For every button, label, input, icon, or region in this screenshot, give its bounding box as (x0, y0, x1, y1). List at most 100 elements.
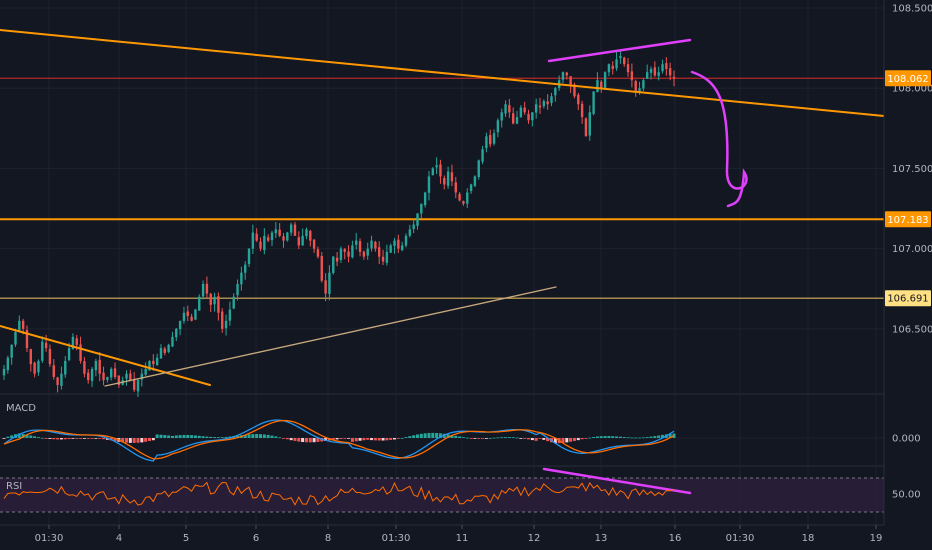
macd-histogram-bar (102, 438, 106, 440)
candle-body (573, 84, 576, 97)
candle-body (198, 296, 201, 311)
candle-body (477, 160, 480, 177)
candles (2, 50, 676, 397)
macd-histogram-bar (515, 437, 519, 439)
time-axis[interactable]: 01:30 4 5 6 8 01:30 11 12 13 16 01:30 18 19 (35, 525, 883, 544)
macd-histogram-bar (33, 436, 37, 438)
candle-body (90, 368, 94, 381)
macd-histogram-bar (523, 438, 527, 439)
candle-body (569, 76, 572, 86)
macd-histogram-bar (113, 438, 117, 442)
macd-histogram-bar (197, 435, 201, 438)
candle-body (515, 117, 519, 124)
macd-histogram-bar (438, 433, 442, 438)
macd-histogram-bar (59, 438, 63, 440)
candle-body (408, 229, 412, 236)
candle-body (182, 312, 186, 321)
ascending-trendline (104, 286, 557, 387)
macd-histogram-bar (216, 437, 220, 438)
macd-histogram-bar (446, 434, 450, 438)
candle-body (492, 133, 496, 144)
candle-body (64, 360, 67, 375)
macd-histogram-bar (511, 437, 515, 439)
candle-body (255, 233, 258, 241)
candle-body (21, 320, 25, 329)
candle-body (270, 232, 274, 241)
candle-body (523, 107, 526, 113)
candle-body (79, 344, 82, 361)
price-tick-label: 107.500 (892, 164, 932, 175)
macd-histogram-bar (213, 437, 217, 438)
candle-body (75, 338, 78, 345)
time-tick-label: 4 (116, 533, 122, 544)
macd-histogram-bar (224, 436, 228, 438)
macd-histogram-bar (335, 438, 339, 440)
time-tick-label: 18 (802, 533, 815, 544)
candle-body (596, 80, 599, 93)
candle-body (646, 72, 649, 79)
macd-histogram-bar (98, 438, 102, 439)
macd-histogram-bar (163, 435, 167, 438)
candle-body (519, 107, 523, 118)
candle-body (347, 251, 350, 257)
candle-body (293, 224, 297, 236)
price-tag-label: 106.691 (887, 294, 928, 305)
macd-histogram-bar (358, 438, 362, 441)
candle-body (194, 309, 197, 320)
candle-body (33, 362, 36, 374)
macd-histogram-bar (209, 436, 213, 438)
macd-histogram-bar (381, 438, 385, 441)
candle-body (362, 251, 366, 257)
candle-body (148, 360, 151, 371)
macd-histogram-bar (477, 438, 481, 439)
macd-histogram-bar (427, 432, 431, 438)
candle-body (584, 118, 588, 137)
candle-body (6, 357, 10, 371)
macd-histogram-bar (236, 435, 240, 438)
macd-histogram-bar (82, 438, 86, 439)
candle-body (282, 236, 285, 241)
candle-body (630, 71, 634, 81)
pink-projection-arrow (690, 70, 748, 208)
macd-histogram-bar (496, 437, 500, 439)
candle-body (41, 341, 44, 361)
candle-body (642, 80, 645, 89)
macd-histogram-bar (504, 437, 508, 438)
candle-body (286, 232, 289, 241)
candle-body (504, 104, 507, 114)
pink-divergence-line (547, 38, 692, 63)
macd-histogram-bar (546, 438, 550, 442)
candle-body (611, 65, 614, 69)
macd-histogram-bar (500, 437, 504, 439)
macd-histogram-bar (454, 435, 458, 438)
rsi-band-fill (0, 478, 884, 512)
macd-histogram-bar (56, 438, 60, 440)
macd-histogram-bar (622, 437, 626, 438)
macd-histogram-bar (79, 438, 83, 439)
candle-body (339, 248, 343, 260)
candle-body (351, 245, 354, 258)
candle-body (638, 88, 641, 93)
candle-body (623, 57, 626, 65)
macd-histogram-bar (542, 438, 546, 440)
price-axis[interactable]: 108.500 108.000 107.500 107.000 106.500 0.000… (883, 0, 932, 550)
candle-body (266, 237, 270, 241)
rsi-divergence-line (542, 467, 692, 495)
macd-histogram-bar (339, 438, 343, 440)
candle-body (420, 203, 423, 214)
macd-histogram-bar (400, 437, 404, 439)
candle-body (485, 136, 488, 149)
candle-body (71, 336, 75, 349)
macd-histogram-bar (553, 438, 557, 444)
price-tag-label: 108.062 (887, 74, 928, 85)
candle-body (435, 165, 438, 168)
macd-histogram-bar (561, 438, 565, 443)
macd-histogram-bar (488, 437, 492, 439)
candle-body (592, 91, 595, 114)
rsi-pane-label: RSI (6, 481, 22, 492)
macd-histogram-bar (147, 438, 151, 442)
candle-body (301, 235, 304, 246)
macd-histogram-bar (419, 433, 423, 438)
macd-histogram-bar (136, 438, 140, 443)
